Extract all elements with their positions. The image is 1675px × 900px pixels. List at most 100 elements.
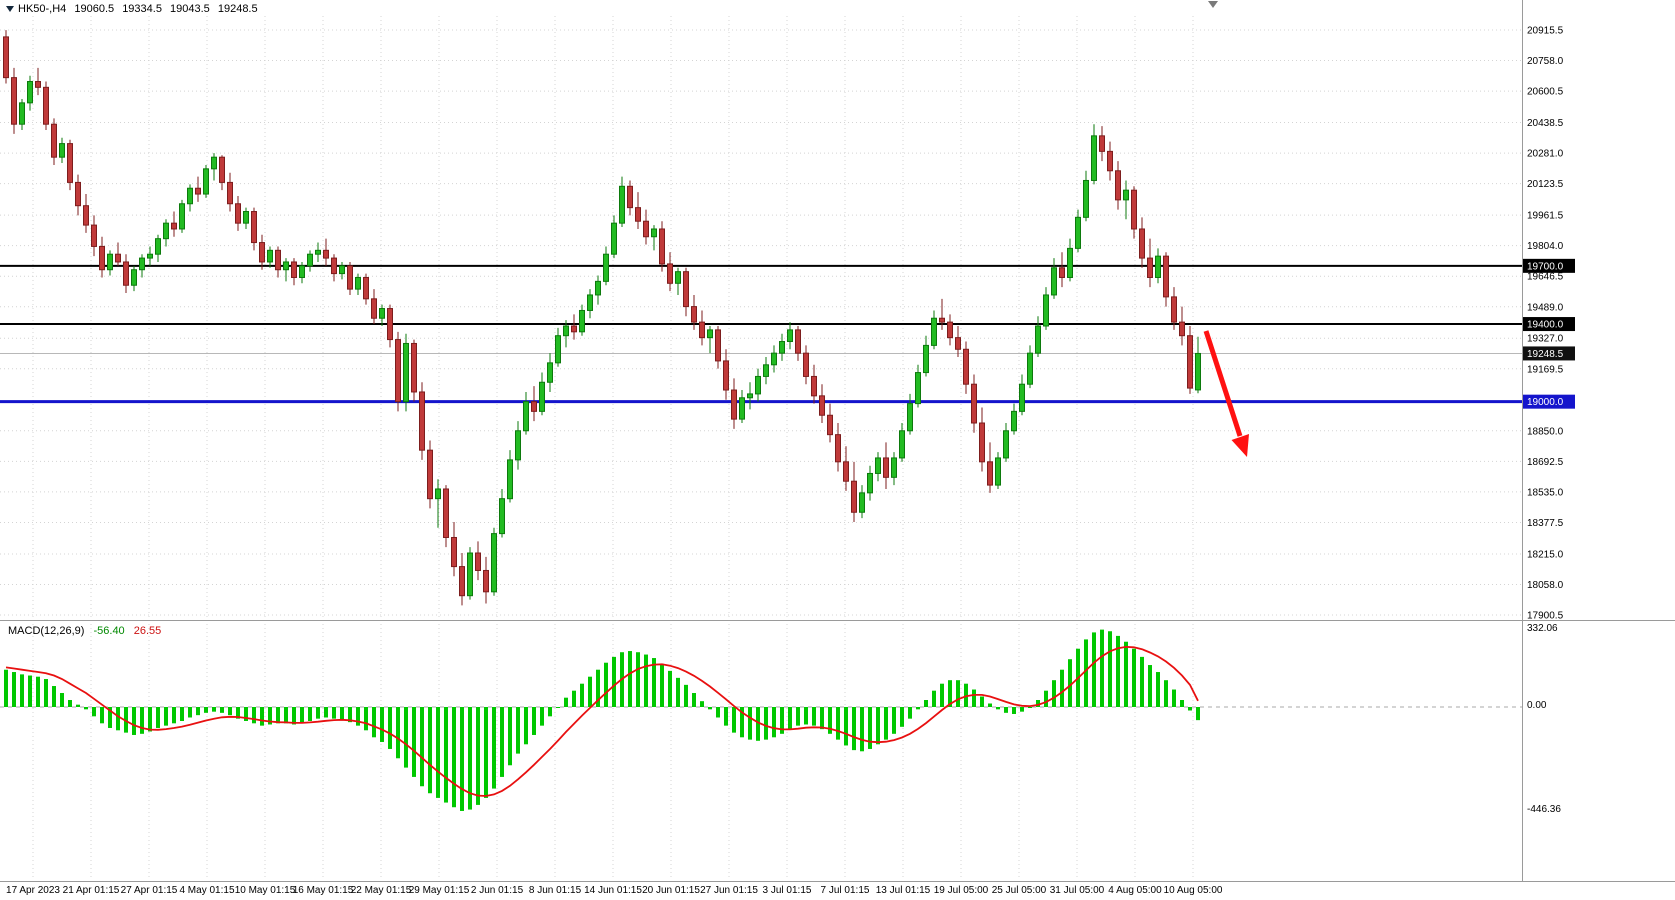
macd-histogram-bar bbox=[100, 707, 104, 724]
time-axis-label[interactable]: 14 Jun 01:15 bbox=[584, 885, 642, 896]
macd-histogram-bar bbox=[508, 707, 512, 766]
macd-name: MACD(12,26,9) bbox=[8, 625, 85, 637]
macd-histogram-bar bbox=[876, 707, 880, 745]
time-axis-label[interactable]: 10 Aug 05:00 bbox=[1164, 885, 1223, 896]
macd-main-value: -56.40 bbox=[93, 625, 125, 637]
candle-body bbox=[747, 393, 753, 399]
candle-body bbox=[43, 86, 49, 125]
candle-body bbox=[1083, 179, 1089, 218]
trend-arrow-shaft[interactable] bbox=[1203, 330, 1243, 437]
candle-body bbox=[691, 306, 697, 323]
price-axis-label: 19804.0 bbox=[1527, 241, 1564, 252]
time-axis-label[interactable]: 16 May 01:15 bbox=[293, 885, 354, 896]
quote-close: 19248.5 bbox=[217, 3, 258, 15]
time-axis-label[interactable]: 7 Jul 01:15 bbox=[821, 885, 870, 896]
macd-histogram-bar bbox=[612, 656, 616, 707]
macd-histogram-bar bbox=[36, 676, 40, 707]
price-axis-label: 20123.5 bbox=[1527, 179, 1564, 190]
time-axis-label[interactable]: 2 Jun 01:15 bbox=[471, 885, 524, 896]
candle-body bbox=[315, 249, 321, 255]
candle-body bbox=[347, 265, 353, 290]
macd-histogram-bar bbox=[412, 707, 416, 777]
macd-histogram-bar bbox=[292, 707, 296, 725]
macd-histogram-bar bbox=[356, 707, 360, 726]
candle-body bbox=[931, 317, 937, 346]
candle-body bbox=[755, 375, 761, 395]
macd-histogram-bar bbox=[124, 707, 128, 733]
macd-histogram-bar bbox=[148, 707, 152, 732]
price-axis-label: 20915.5 bbox=[1527, 26, 1564, 37]
candle-body bbox=[531, 401, 537, 412]
macd-histogram-bar bbox=[956, 680, 960, 707]
candle-body bbox=[1075, 216, 1081, 249]
time-axis-label[interactable]: 29 May 01:15 bbox=[409, 885, 470, 896]
price-axis-label: 20281.0 bbox=[1527, 149, 1564, 160]
macd-histogram-bar bbox=[860, 707, 864, 752]
macd-scale-min: -446.36 bbox=[1527, 804, 1561, 815]
macd-histogram-bar bbox=[852, 707, 856, 751]
candle-body bbox=[331, 257, 337, 275]
time-axis-label[interactable]: 17 Apr 2023 bbox=[6, 885, 60, 896]
macd-histogram-bar bbox=[332, 707, 336, 719]
macd-histogram-bar bbox=[716, 707, 720, 718]
macd-histogram-bar bbox=[92, 707, 96, 717]
macd-histogram-bar bbox=[12, 672, 16, 707]
macd-histogram-bar bbox=[132, 707, 136, 735]
candle-body bbox=[1187, 335, 1193, 389]
macd-histogram-bar bbox=[564, 697, 568, 707]
time-axis-label[interactable]: 22 May 01:15 bbox=[351, 885, 412, 896]
time-axis-label[interactable]: 21 Apr 01:15 bbox=[63, 885, 120, 896]
time-axis-label[interactable]: 31 Jul 05:00 bbox=[1050, 885, 1105, 896]
candle-body bbox=[899, 430, 905, 459]
candle-body bbox=[707, 329, 713, 339]
macd-histogram-bar bbox=[212, 707, 216, 712]
price-axis-label: 19327.0 bbox=[1527, 334, 1564, 345]
candle-body bbox=[867, 472, 873, 494]
time-axis-label[interactable]: 25 Jul 05:00 bbox=[992, 885, 1047, 896]
time-axis-label[interactable]: 19 Jul 05:00 bbox=[934, 885, 989, 896]
candle-body bbox=[763, 364, 769, 377]
candle-body bbox=[403, 342, 409, 403]
candle-body bbox=[819, 395, 825, 416]
candle-body bbox=[1123, 189, 1129, 201]
macd-histogram-bar bbox=[1132, 648, 1136, 707]
time-axis-label[interactable]: 8 Jun 01:15 bbox=[529, 885, 582, 896]
candle-body bbox=[963, 348, 969, 385]
macd-histogram-bar bbox=[460, 707, 464, 811]
candle-body bbox=[1011, 410, 1017, 432]
time-axis-label[interactable]: 27 Jun 01:15 bbox=[700, 885, 758, 896]
macd-histogram-bar bbox=[940, 683, 944, 707]
macd-histogram-bar bbox=[924, 700, 928, 707]
candle-body bbox=[499, 498, 505, 535]
macd-histogram-bar bbox=[492, 707, 496, 789]
price-axis-label: 19489.0 bbox=[1527, 302, 1564, 313]
macd-histogram-bar bbox=[684, 684, 688, 707]
candle-body bbox=[419, 391, 425, 451]
time-axis-label[interactable]: 27 Apr 01:15 bbox=[121, 885, 178, 896]
chart-shift-marker[interactable] bbox=[1208, 1, 1218, 8]
macd-scale-max: 332.06 bbox=[1527, 623, 1558, 634]
time-axis-label[interactable]: 4 Aug 05:00 bbox=[1108, 885, 1162, 896]
macd-histogram-bar bbox=[204, 707, 208, 713]
macd-histogram-bar bbox=[556, 707, 560, 708]
candle-body bbox=[259, 242, 265, 263]
macd-histogram-bar bbox=[540, 707, 544, 726]
macd-histogram-bar bbox=[156, 707, 160, 728]
time-axis-label[interactable]: 20 Jun 01:15 bbox=[642, 885, 700, 896]
candle-body bbox=[99, 245, 105, 271]
candle-body bbox=[379, 308, 385, 319]
candle-body bbox=[995, 457, 1001, 486]
time-axis-label[interactable]: 3 Jul 01:15 bbox=[763, 885, 812, 896]
candle-body bbox=[27, 81, 33, 104]
symbol-dropdown-icon[interactable] bbox=[6, 6, 14, 12]
time-axis-label[interactable]: 13 Jul 01:15 bbox=[876, 885, 931, 896]
time-axis-label[interactable]: 4 May 01:15 bbox=[179, 885, 234, 896]
macd-histogram-bar bbox=[140, 707, 144, 734]
time-axis-label[interactable]: 10 May 01:15 bbox=[235, 885, 296, 896]
macd-histogram-bar bbox=[396, 707, 400, 759]
trend-arrow-head[interactable] bbox=[1231, 434, 1250, 457]
candle-body bbox=[1051, 267, 1057, 296]
price-tag-label: 19000.0 bbox=[1527, 397, 1564, 408]
macd-histogram-bar bbox=[340, 707, 344, 720]
